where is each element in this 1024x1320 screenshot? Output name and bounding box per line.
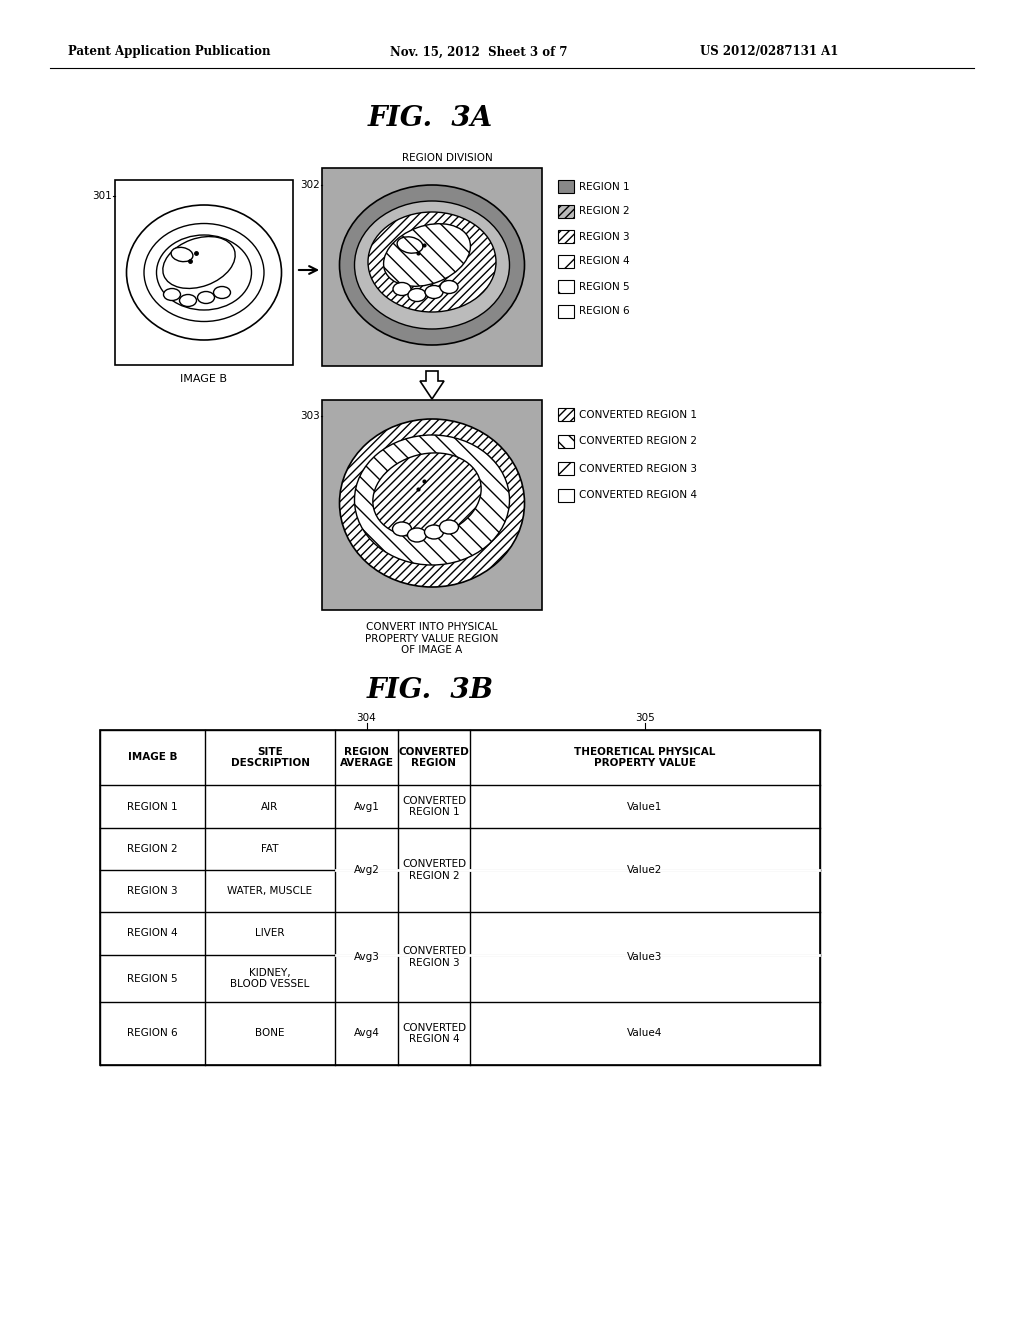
Text: REGION 6: REGION 6 — [127, 1028, 178, 1039]
Text: SITE
DESCRIPTION: SITE DESCRIPTION — [230, 747, 309, 768]
Text: CONVERTED
REGION 2: CONVERTED REGION 2 — [402, 859, 466, 880]
Bar — [558, 462, 574, 475]
Text: WATER, MUSCLE: WATER, MUSCLE — [227, 886, 312, 896]
Text: CONVERTED
REGION 3: CONVERTED REGION 3 — [402, 946, 466, 968]
Ellipse shape — [439, 520, 459, 535]
Ellipse shape — [127, 205, 282, 341]
Text: Avg3: Avg3 — [353, 952, 380, 962]
Text: REGION 1: REGION 1 — [579, 181, 630, 191]
Ellipse shape — [163, 236, 236, 289]
Text: AIR: AIR — [261, 801, 279, 812]
Text: 304: 304 — [356, 713, 377, 723]
Ellipse shape — [213, 286, 230, 298]
Text: Avg1: Avg1 — [353, 801, 380, 812]
Text: US 2012/0287131 A1: US 2012/0287131 A1 — [700, 45, 839, 58]
Bar — [558, 305, 574, 318]
Ellipse shape — [384, 223, 470, 286]
Ellipse shape — [171, 247, 193, 261]
Text: 303: 303 — [300, 411, 319, 421]
Text: Value4: Value4 — [628, 1028, 663, 1039]
Text: REGION DIVISION: REGION DIVISION — [401, 153, 493, 162]
Text: REGION 4: REGION 4 — [127, 928, 178, 939]
Text: FIG.  3B: FIG. 3B — [367, 676, 494, 704]
Text: THEORETICAL PHYSICAL
PROPERTY VALUE: THEORETICAL PHYSICAL PROPERTY VALUE — [574, 747, 716, 768]
Bar — [558, 280, 574, 293]
Text: KIDNEY,
BLOOD VESSEL: KIDNEY, BLOOD VESSEL — [230, 968, 309, 989]
Text: FIG.  3A: FIG. 3A — [368, 104, 493, 132]
Ellipse shape — [144, 223, 264, 322]
Ellipse shape — [340, 418, 524, 587]
Text: Nov. 15, 2012  Sheet 3 of 7: Nov. 15, 2012 Sheet 3 of 7 — [390, 45, 567, 58]
Text: CONVERTED
REGION 4: CONVERTED REGION 4 — [402, 1023, 466, 1044]
Text: CONVERTED REGION 1: CONVERTED REGION 1 — [579, 409, 697, 420]
Ellipse shape — [440, 281, 458, 293]
Text: Avg2: Avg2 — [353, 865, 380, 875]
Text: Patent Application Publication: Patent Application Publication — [68, 45, 270, 58]
Ellipse shape — [340, 185, 524, 345]
Bar — [558, 255, 574, 268]
Text: Value2: Value2 — [628, 865, 663, 875]
Text: REGION 5: REGION 5 — [127, 974, 178, 983]
Ellipse shape — [164, 289, 180, 301]
Bar — [100, 730, 820, 1065]
Ellipse shape — [354, 201, 510, 329]
Text: REGION 3: REGION 3 — [579, 231, 630, 242]
Ellipse shape — [425, 285, 443, 298]
Bar — [558, 180, 574, 193]
Text: 302: 302 — [300, 180, 319, 190]
Text: Value3: Value3 — [628, 952, 663, 962]
Ellipse shape — [425, 525, 443, 539]
Bar — [558, 205, 574, 218]
Ellipse shape — [198, 292, 214, 304]
Ellipse shape — [408, 289, 426, 301]
Bar — [115, 180, 293, 366]
Text: REGION 3: REGION 3 — [127, 886, 178, 896]
Text: CONVERTED
REGION: CONVERTED REGION — [398, 747, 469, 768]
Ellipse shape — [408, 528, 427, 543]
Text: REGION 2: REGION 2 — [579, 206, 630, 216]
Text: CONVERTED
REGION 1: CONVERTED REGION 1 — [402, 796, 466, 817]
Text: FAT: FAT — [261, 843, 279, 854]
Text: REGION 2: REGION 2 — [127, 843, 178, 854]
Text: IMAGE B: IMAGE B — [180, 374, 227, 384]
Ellipse shape — [354, 436, 510, 565]
Ellipse shape — [157, 235, 252, 310]
Ellipse shape — [373, 453, 481, 537]
Text: Avg4: Avg4 — [353, 1028, 380, 1039]
Text: REGION 4: REGION 4 — [579, 256, 630, 267]
Text: 305: 305 — [635, 713, 655, 723]
Ellipse shape — [397, 236, 423, 253]
Ellipse shape — [179, 294, 197, 306]
Ellipse shape — [368, 213, 496, 312]
Bar — [322, 400, 542, 610]
Text: REGION 6: REGION 6 — [579, 306, 630, 317]
Text: BONE: BONE — [255, 1028, 285, 1039]
Text: REGION 1: REGION 1 — [127, 801, 178, 812]
Text: Value1: Value1 — [628, 801, 663, 812]
Bar — [322, 168, 542, 366]
Text: REGION
AVERAGE: REGION AVERAGE — [340, 747, 393, 768]
Text: REGION 5: REGION 5 — [579, 281, 630, 292]
Text: IMAGE B: IMAGE B — [128, 752, 177, 763]
Text: CONVERTED REGION 4: CONVERTED REGION 4 — [579, 491, 697, 500]
Ellipse shape — [392, 521, 412, 536]
Bar — [558, 436, 574, 447]
Text: 301: 301 — [92, 191, 112, 201]
Text: CONVERTED REGION 3: CONVERTED REGION 3 — [579, 463, 697, 474]
Polygon shape — [420, 371, 444, 399]
Text: CONVERT INTO PHYSICAL
PROPERTY VALUE REGION
OF IMAGE A: CONVERT INTO PHYSICAL PROPERTY VALUE REG… — [366, 622, 499, 655]
Text: LIVER: LIVER — [255, 928, 285, 939]
Bar — [558, 488, 574, 502]
Bar — [558, 408, 574, 421]
Bar — [558, 230, 574, 243]
Text: CONVERTED REGION 2: CONVERTED REGION 2 — [579, 437, 697, 446]
Ellipse shape — [393, 282, 411, 296]
